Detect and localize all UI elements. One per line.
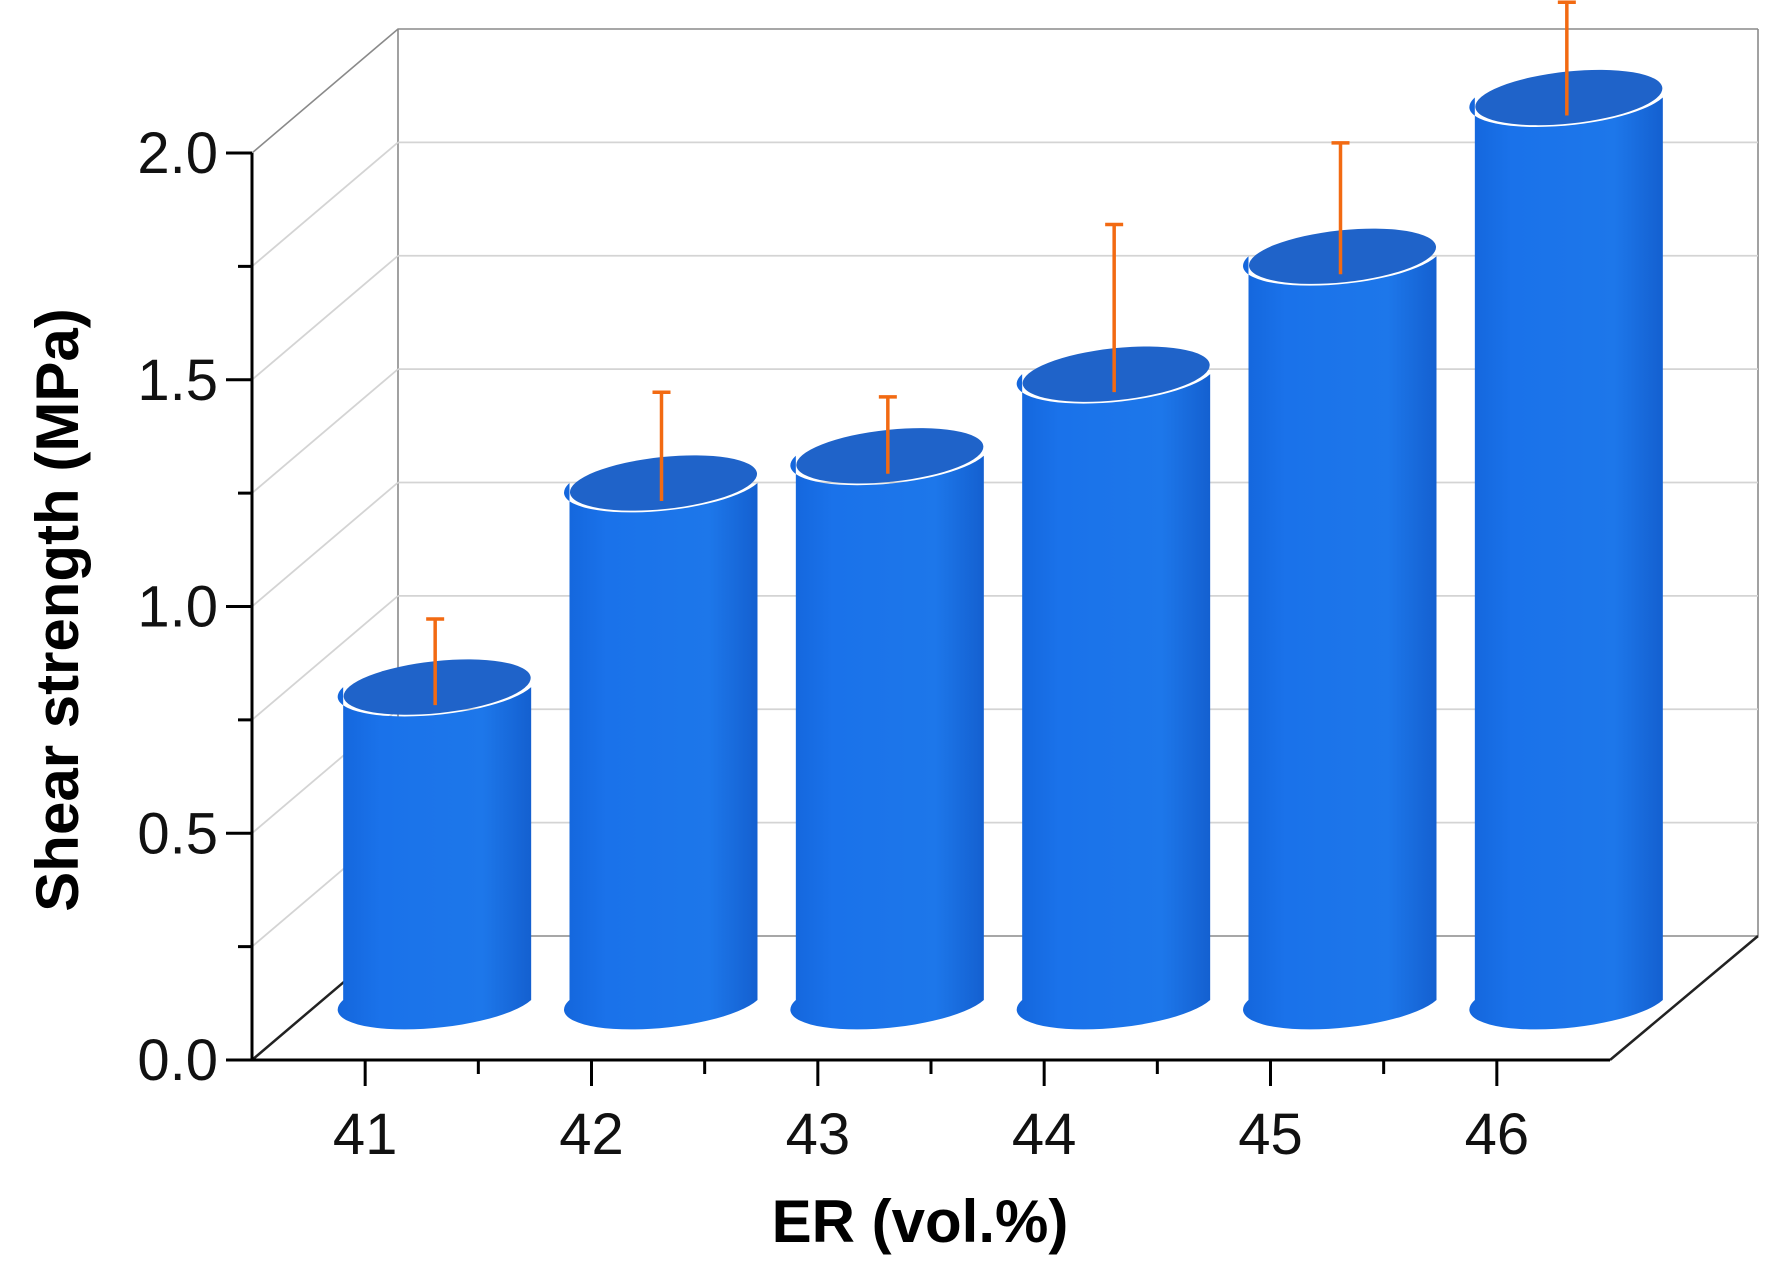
x-axis-title: ER (vol.%) [772, 1188, 1069, 1255]
x-tick-label: 41 [333, 1102, 398, 1167]
bar-cylinder-top [569, 455, 758, 511]
x-tick-label: 45 [1238, 1102, 1303, 1167]
x-tick-label: 42 [559, 1102, 624, 1167]
bars [337, 69, 1663, 1030]
bar-cylinder [790, 455, 984, 1030]
y-tick-label: 0.5 [137, 801, 218, 866]
bar-cylinder [337, 687, 532, 1030]
axes [226, 151, 1610, 1086]
y-tick-label: 1.5 [137, 348, 218, 413]
y-tick-label: 2.0 [137, 121, 218, 186]
grid-line-side [251, 595, 399, 721]
grid-line-side [251, 481, 399, 608]
bar-cylinder [1469, 97, 1663, 1030]
tick-labels: 0.0 0.5 1.0 1.5 2.0 41 42 43 44 45 46 [137, 121, 1529, 1167]
bar-cylinder-top [1475, 69, 1663, 126]
bar-cylinder-top [796, 428, 984, 484]
top-wall-edge [251, 28, 1758, 154]
error-bars [426, 0, 1576, 706]
y-tick-label: 0.0 [137, 1028, 218, 1093]
bar-cylinder-top [1022, 346, 1210, 402]
bar-cylinder-top [1248, 228, 1437, 284]
y-axis-title: Shear strength (MPa) [24, 308, 91, 911]
bar-cylinder [563, 483, 758, 1030]
bar-cylinder-top [343, 659, 531, 715]
y-tick-label: 1.0 [137, 575, 218, 640]
x-tick-label: 44 [1012, 1102, 1077, 1167]
grid-line-side [251, 368, 399, 494]
grid-line-side [251, 255, 399, 381]
grid-line-side [251, 141, 399, 268]
bar-cylinder [1016, 374, 1211, 1030]
bar-cylinder [1243, 256, 1437, 1030]
x-tick-label: 46 [1465, 1102, 1530, 1167]
x-tick-label: 43 [786, 1102, 851, 1167]
